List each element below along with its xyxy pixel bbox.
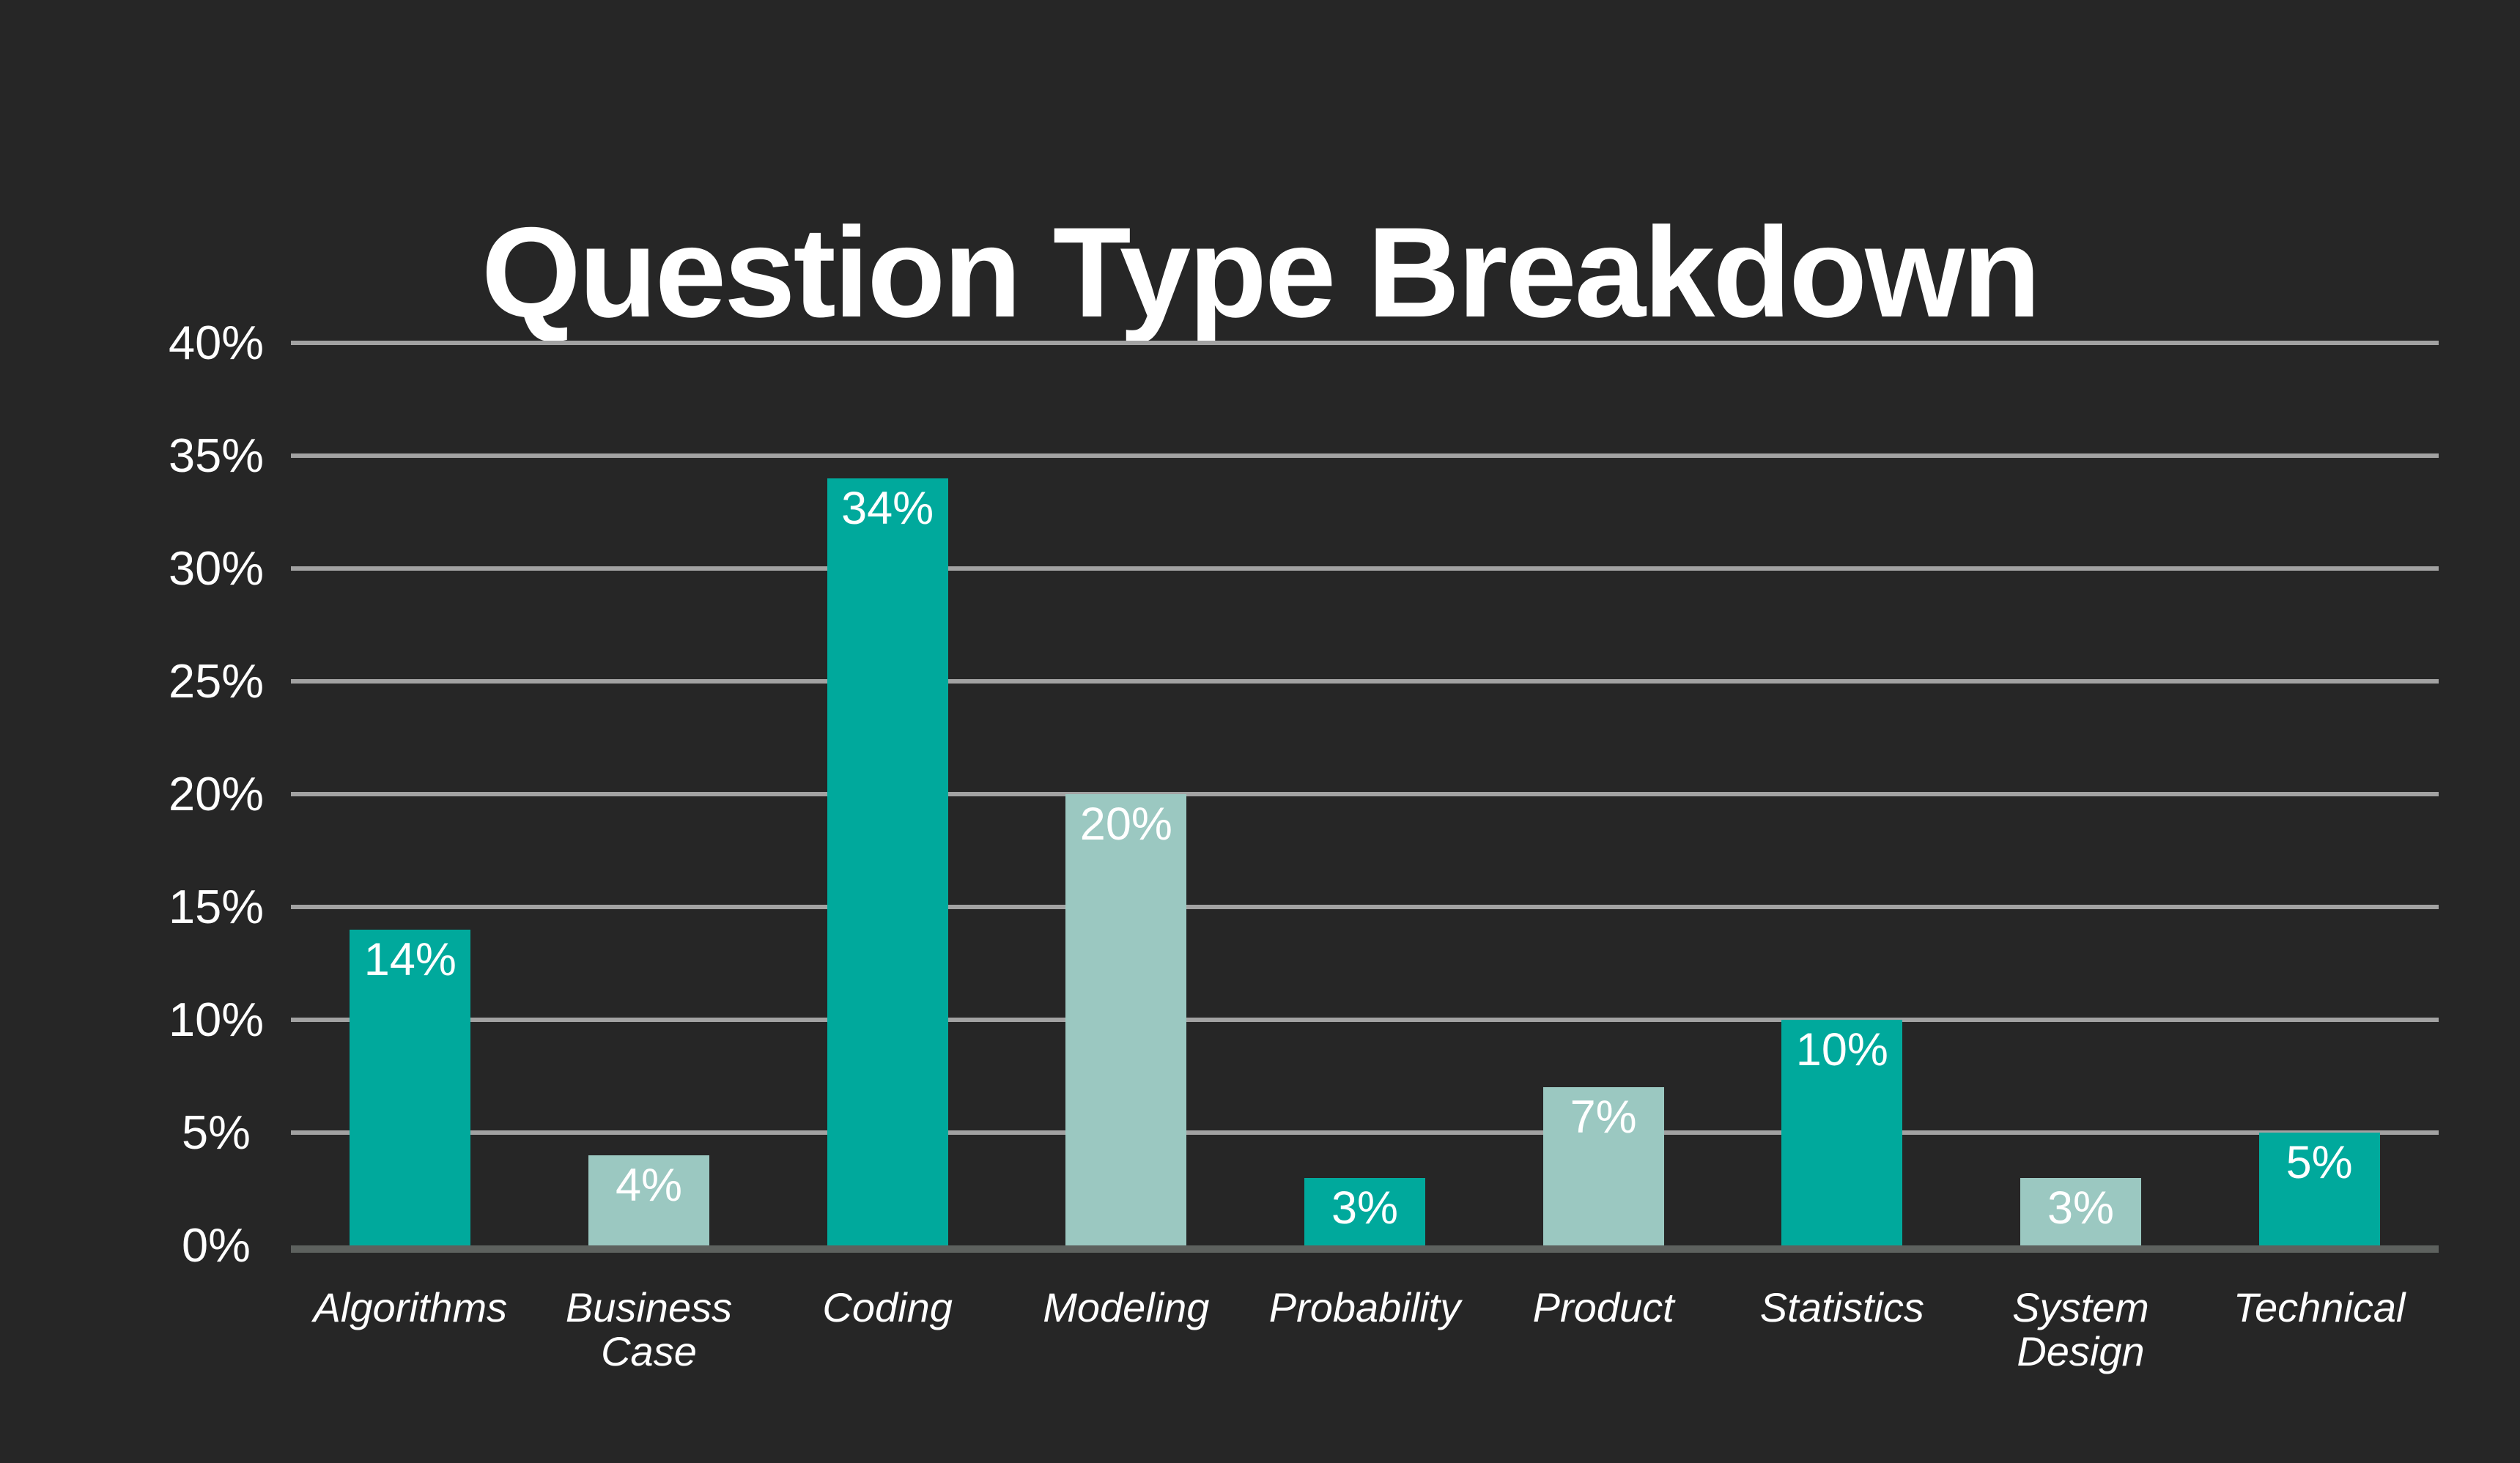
gridline-25pct xyxy=(291,679,2439,684)
y-tick-label-0pct: 0% xyxy=(182,1218,251,1272)
y-tick-label-20pct: 20% xyxy=(168,767,265,821)
gridline-30pct xyxy=(291,566,2439,571)
bar-statistics: 10% xyxy=(1781,1020,1903,1245)
bar-value-label: 3% xyxy=(2047,1182,2115,1234)
x-category-label-statistics: Statistics xyxy=(1759,1284,1924,1330)
chart-title: Question Type Breakdown xyxy=(481,201,2041,345)
x-category-label-business-case: Business Case xyxy=(565,1284,733,1375)
bar-coding: 34% xyxy=(827,478,948,1245)
y-tick-label-5pct: 5% xyxy=(182,1105,251,1159)
y-tick-label-10pct: 10% xyxy=(168,993,265,1046)
y-tick-label-30pct: 30% xyxy=(168,541,265,595)
bar-value-label: 10% xyxy=(1795,1024,1888,1075)
bar-probability: 3% xyxy=(1304,1177,1425,1245)
bar-value-label: 3% xyxy=(1331,1182,1399,1234)
y-tick-label-40pct: 40% xyxy=(168,316,265,369)
y-tick-label-15pct: 15% xyxy=(168,880,265,933)
bar-algorithms: 14% xyxy=(350,929,471,1245)
gridline-20pct xyxy=(291,792,2439,796)
y-tick-label-35pct: 35% xyxy=(168,429,265,482)
x-category-label-probability: Probability xyxy=(1268,1284,1461,1330)
bar-chart: 14% 4% 34% 20% 3% 7% 10% 3% 5% xyxy=(291,341,2439,1253)
gridline-40pct xyxy=(291,341,2439,345)
bar-value-label: 14% xyxy=(363,933,457,985)
x-category-label-technical: Technical xyxy=(2233,1284,2406,1330)
bar-value-label: 4% xyxy=(615,1159,683,1211)
bar-value-label: 20% xyxy=(1079,799,1172,850)
bar-system-design: 3% xyxy=(2020,1177,2141,1245)
x-category-label-product: Product xyxy=(1532,1284,1674,1330)
bar-technical: 5% xyxy=(2258,1133,2380,1245)
bar-value-label: 7% xyxy=(1570,1092,1637,1144)
gridline-15pct xyxy=(291,905,2439,909)
bar-modeling: 20% xyxy=(1065,794,1187,1245)
y-tick-label-25pct: 25% xyxy=(168,654,265,708)
x-category-label-system-design: System Design xyxy=(2012,1284,2149,1375)
bar-value-label: 5% xyxy=(2286,1137,2353,1188)
bar-product: 7% xyxy=(1542,1087,1664,1245)
x-category-label-coding: Coding xyxy=(822,1284,953,1330)
bar-business-case: 4% xyxy=(588,1155,709,1245)
x-category-label-algorithms: Algorithms xyxy=(313,1284,508,1330)
gridline-10pct xyxy=(291,1018,2439,1022)
bar-value-label: 34% xyxy=(841,482,934,534)
gridline-5pct xyxy=(291,1130,2439,1135)
x-category-label-modeling: Modeling xyxy=(1043,1284,1210,1330)
gridline-35pct xyxy=(291,453,2439,458)
x-axis-baseline xyxy=(291,1245,2439,1253)
